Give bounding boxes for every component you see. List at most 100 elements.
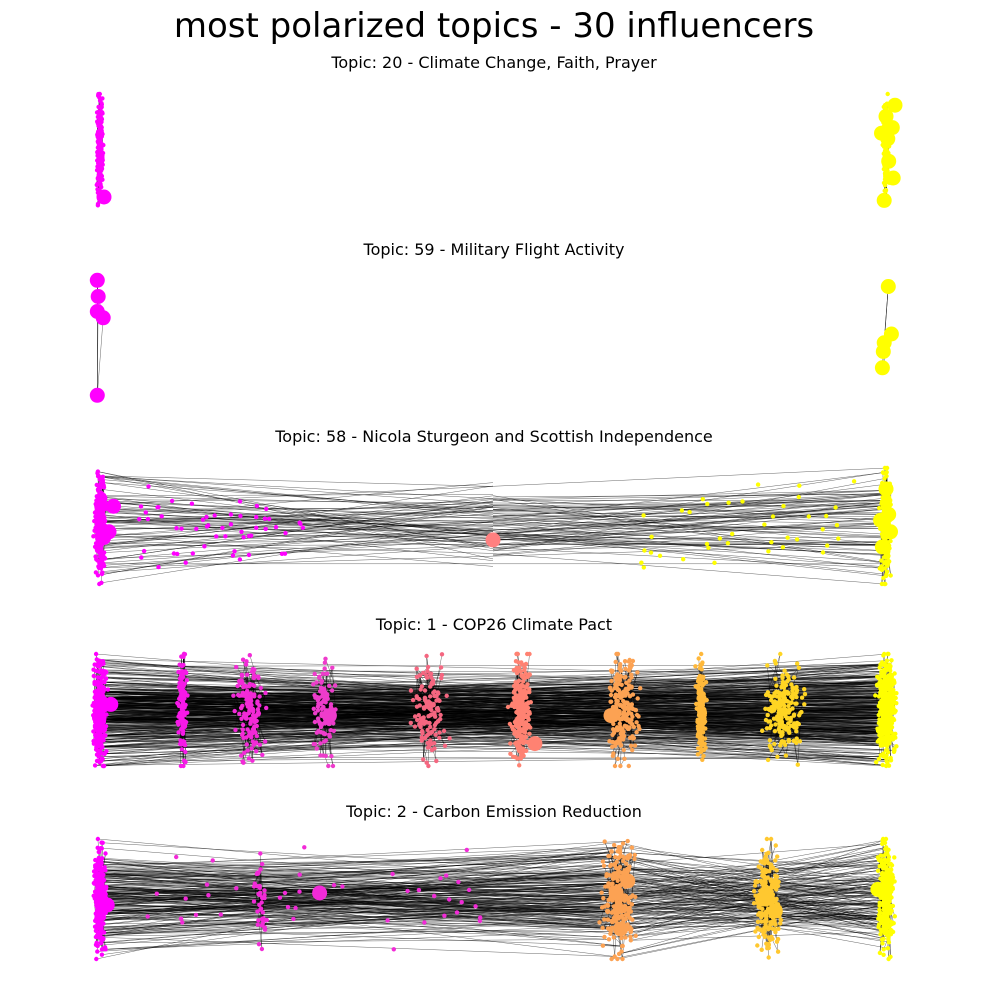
network-node	[882, 931, 887, 936]
network-node	[246, 756, 252, 761]
network-node	[797, 483, 802, 488]
network-node	[886, 854, 892, 860]
network-node	[285, 904, 291, 910]
network-node	[756, 904, 761, 909]
network-node	[778, 921, 783, 926]
network-node	[425, 668, 430, 674]
network-node	[96, 758, 102, 764]
network-node	[889, 716, 894, 722]
network-node	[625, 838, 630, 844]
network-node	[772, 706, 777, 711]
network-node	[630, 747, 635, 753]
network-node	[422, 735, 428, 741]
network-node	[259, 946, 265, 952]
network-node	[200, 517, 206, 522]
network-node	[518, 756, 524, 761]
network-node	[611, 904, 616, 909]
network-node	[881, 952, 886, 957]
network-node	[521, 740, 526, 746]
network-node	[781, 724, 786, 729]
network-node	[96, 743, 102, 748]
network-node	[434, 758, 439, 764]
network-node	[881, 864, 886, 869]
network-node	[99, 133, 104, 138]
network-node	[100, 491, 105, 497]
network-node	[95, 132, 100, 137]
network-node	[851, 479, 857, 484]
network-node	[419, 684, 425, 689]
network-node	[264, 705, 269, 711]
network-node	[787, 730, 792, 735]
network-node	[331, 883, 337, 888]
network-node	[429, 729, 434, 735]
network-node	[518, 709, 523, 715]
network-node	[515, 651, 520, 657]
network-node	[103, 669, 108, 674]
network-node	[238, 513, 243, 519]
network-node	[95, 845, 100, 850]
node-layer	[94, 91, 903, 208]
network-node	[420, 717, 426, 722]
network-node	[527, 709, 532, 715]
network-node	[648, 550, 654, 555]
network-node	[806, 514, 811, 519]
network-node	[613, 854, 618, 860]
network-node	[625, 897, 631, 902]
network-node	[206, 893, 211, 898]
network-node	[263, 690, 268, 696]
network-node	[262, 888, 267, 893]
network-node	[614, 907, 619, 912]
network-node	[103, 851, 108, 856]
network-node	[766, 549, 771, 554]
network-node	[760, 847, 765, 853]
network-node	[615, 756, 620, 761]
network-node	[145, 914, 150, 919]
network-node	[700, 697, 705, 702]
network-node	[256, 891, 261, 897]
network-node	[881, 853, 886, 858]
network-node	[514, 670, 520, 676]
node-layer	[89, 272, 899, 403]
network-node	[633, 707, 638, 713]
panel-topic-20: Topic: 20 - Climate Change, Faith, Praye…	[94, 53, 903, 208]
network-node	[604, 872, 609, 877]
network-node	[767, 743, 772, 748]
network-node	[257, 885, 262, 890]
network-node	[99, 115, 104, 121]
network-node	[96, 675, 101, 680]
influencer-node	[96, 189, 112, 205]
network-node	[780, 679, 786, 685]
network-node	[258, 685, 263, 691]
network-node	[892, 855, 897, 860]
network-node	[775, 754, 780, 759]
network-node	[91, 869, 97, 874]
network-node	[282, 890, 288, 896]
network-node	[612, 694, 618, 700]
network-node	[774, 896, 779, 902]
network-node	[139, 555, 144, 560]
network-node	[239, 705, 244, 711]
network-node	[428, 712, 434, 717]
network-node	[597, 920, 602, 925]
network-node	[194, 526, 199, 531]
network-node	[785, 535, 790, 540]
network-node	[189, 501, 195, 506]
network-node	[608, 931, 613, 936]
network-node	[892, 914, 897, 919]
panel-title: Topic: 2 - Carbon Emission Reduction	[345, 802, 642, 821]
network-node	[478, 915, 483, 920]
network-node	[613, 865, 619, 871]
network-node	[879, 672, 884, 677]
network-node	[260, 921, 265, 926]
network-node	[91, 673, 97, 679]
network-node	[507, 721, 513, 727]
network-node	[614, 651, 619, 657]
network-node	[635, 670, 640, 675]
network-node	[891, 749, 897, 754]
network-node	[100, 557, 105, 562]
network-node	[629, 927, 634, 932]
network-node	[776, 727, 781, 732]
network-node	[317, 675, 322, 680]
network-node	[297, 889, 302, 894]
network-node	[293, 905, 298, 911]
